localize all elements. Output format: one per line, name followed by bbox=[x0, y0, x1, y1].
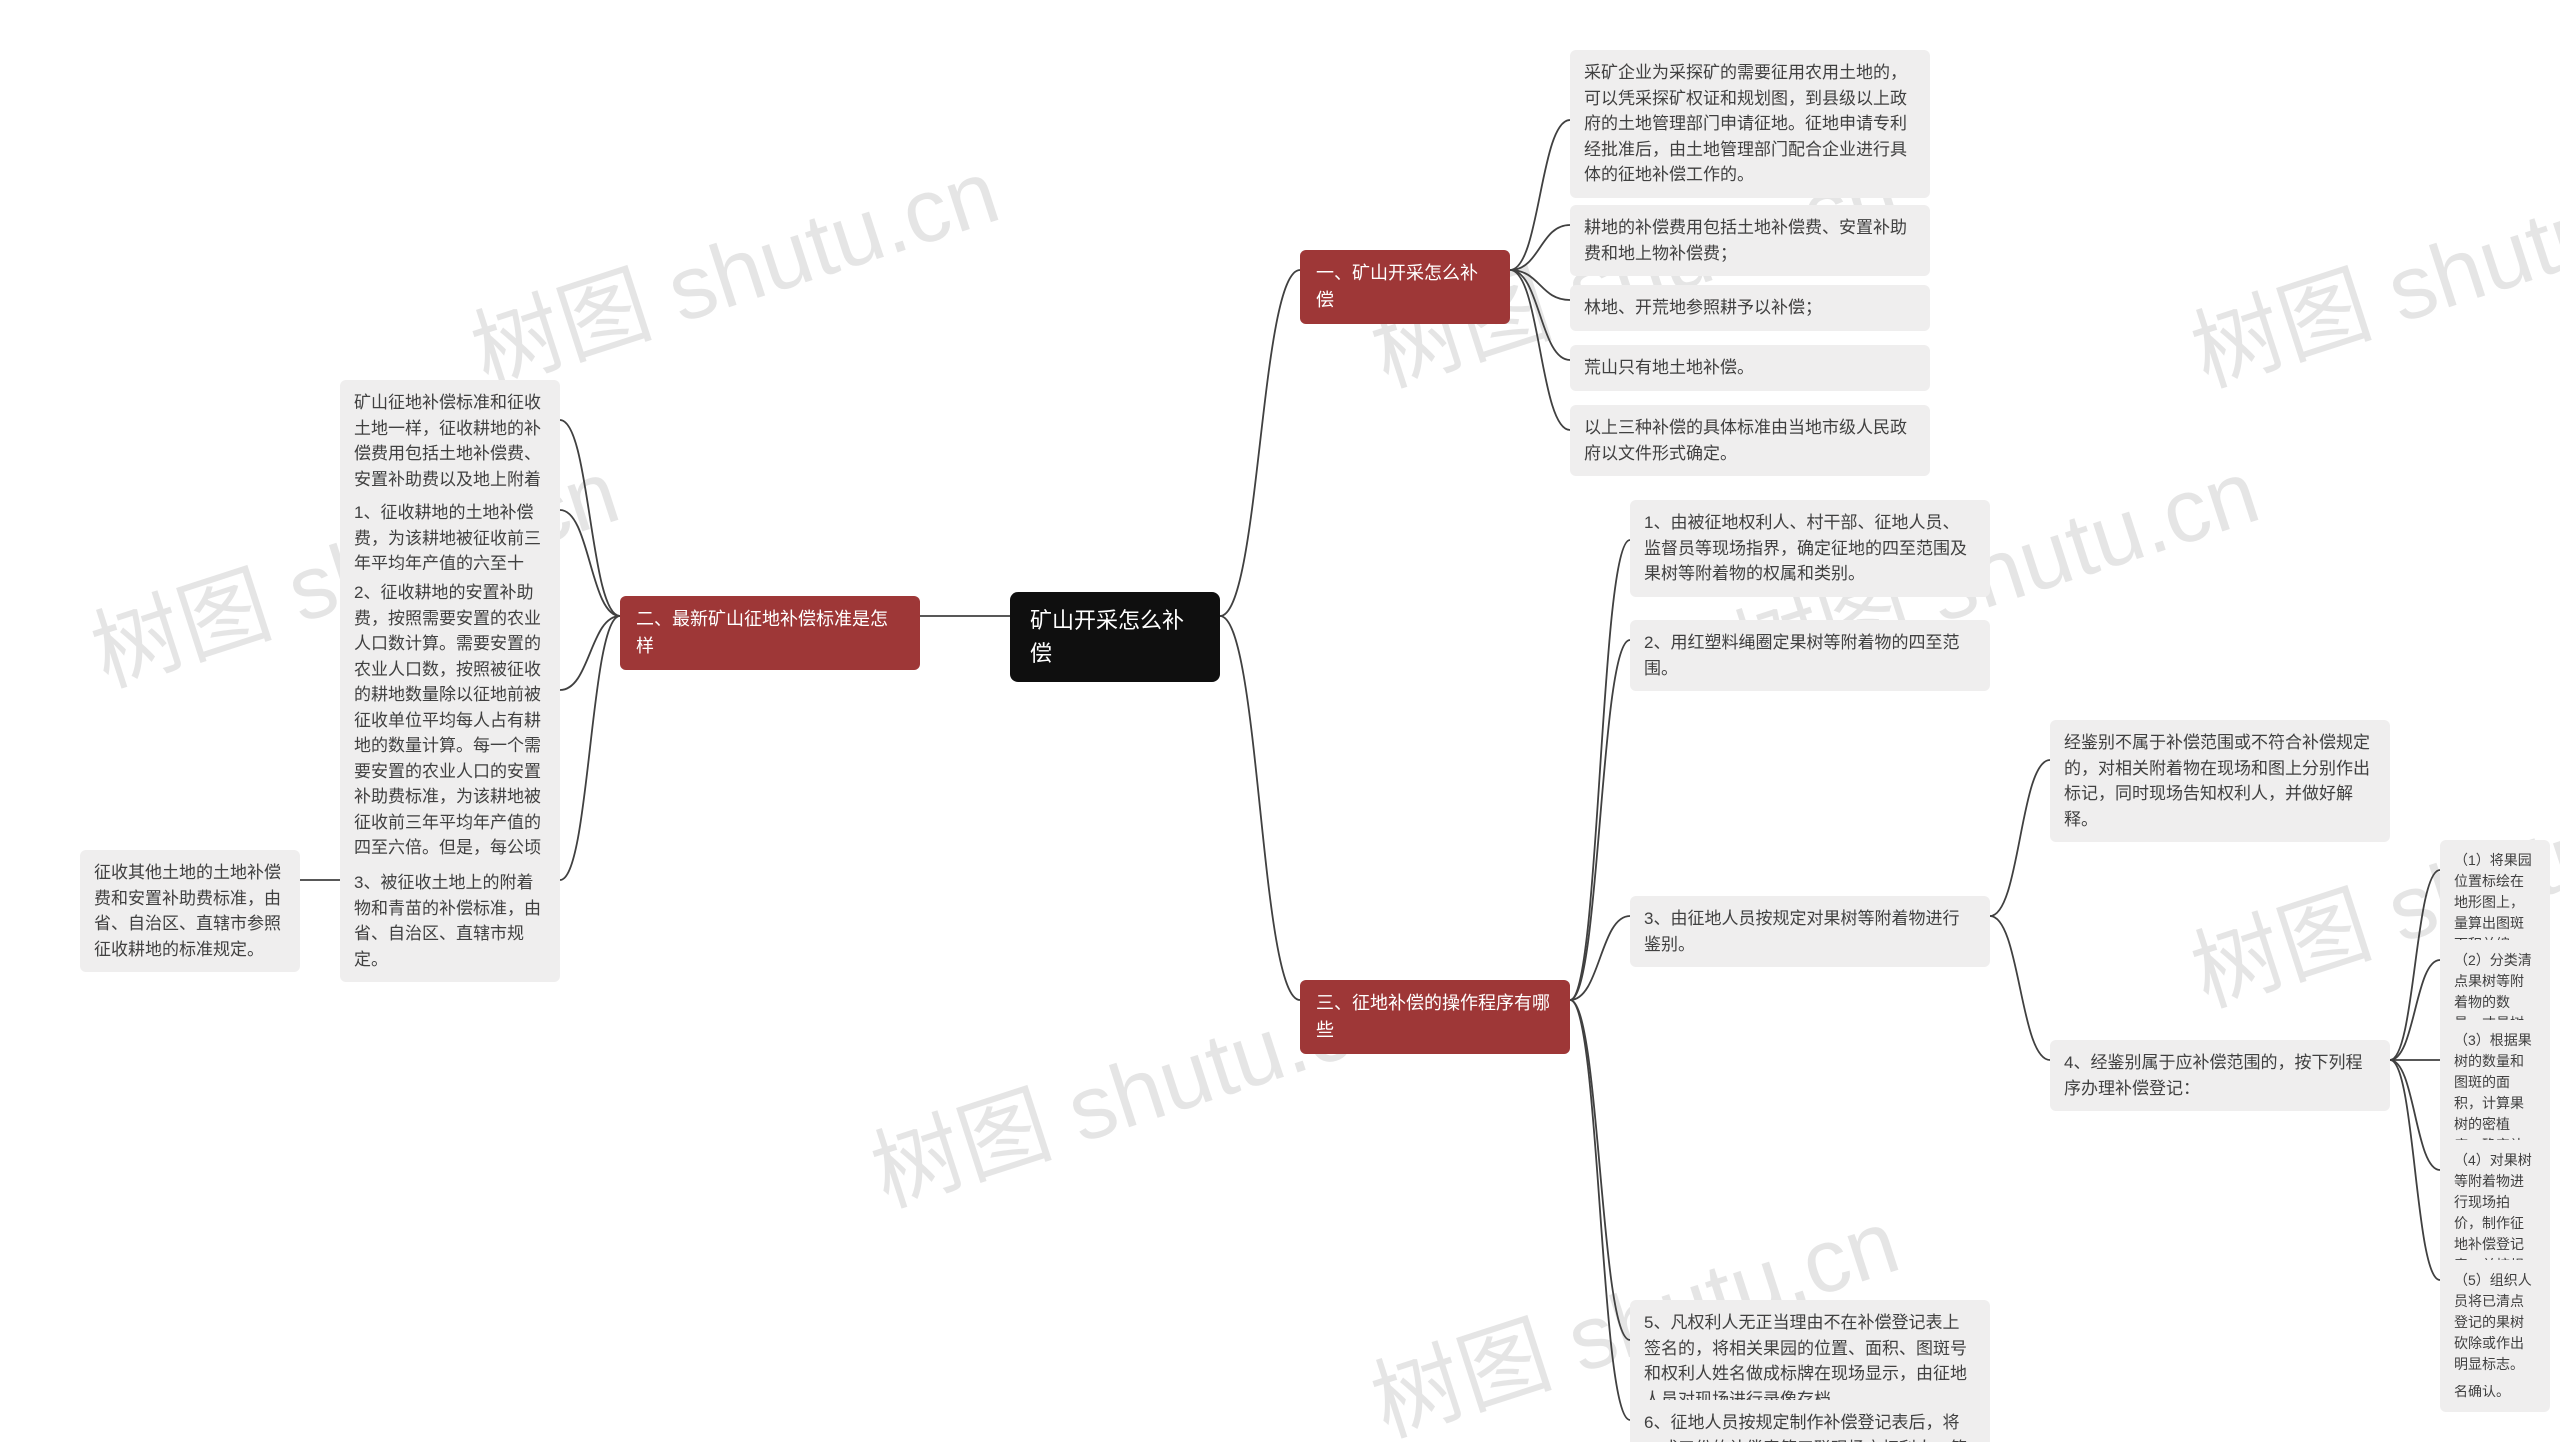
b1-leaf-3[interactable]: 林地、开荒地参照耕予以补偿； bbox=[1570, 285, 1930, 331]
watermark: 树图 shutu.cn bbox=[453, 119, 1012, 411]
root-node[interactable]: 矿山开采怎么补偿 bbox=[1010, 592, 1220, 682]
b3-leaf-3[interactable]: 3、由征地人员按规定对果树等附着物进行鉴别。 bbox=[1630, 896, 1990, 967]
b3-leaf-2[interactable]: 2、用红塑料绳圈定果树等附着物的四至范围。 bbox=[1630, 620, 1990, 691]
watermark: 树图 shutu.cn bbox=[2173, 119, 2560, 411]
b1-leaf-5[interactable]: 以上三种补偿的具体标准由当地市级人民政府以文件形式确定。 bbox=[1570, 405, 1930, 476]
b1-leaf-4[interactable]: 荒山只有地土地补偿。 bbox=[1570, 345, 1930, 391]
b2-leaf-4[interactable]: 3、被征收土地上的附着物和青苗的补偿标准，由省、自治区、直辖市规定。 bbox=[340, 860, 560, 982]
b3-d2-child-5[interactable]: （5）组织人员将已清点登记的果树砍除或作出明显标志。 bbox=[2440, 1260, 2550, 1385]
b1-leaf-1[interactable]: 采矿企业为采探矿的需要征用农用土地的，可以凭采探矿权证和规划图，到县级以上政府的… bbox=[1570, 50, 1930, 198]
b1-leaf-2[interactable]: 耕地的补偿费用包括土地补偿费、安置补助费和地上物补偿费； bbox=[1570, 205, 1930, 276]
b3-c3-child-1[interactable]: 经鉴别不属于补偿范围或不符合补偿规定的，对相关附着物在现场和图上分别作出标记，同… bbox=[2050, 720, 2390, 842]
b3-leaf-6[interactable]: 6、征地人员按规定制作补偿登记表后，将一式三份的补偿表第三联现场交权利人，第二联… bbox=[1630, 1400, 1990, 1442]
b3-c3-child-2[interactable]: 4、经鉴别属于应补偿范围的，按下列程序办理补偿登记： bbox=[2050, 1040, 2390, 1111]
branch-2[interactable]: 二、最新矿山征地补偿标准是怎样 bbox=[620, 596, 920, 670]
b2-leaf-4-child[interactable]: 征收其他土地的土地补偿费和安置补助费标准，由省、自治区、直辖市参照征收耕地的标准… bbox=[80, 850, 300, 972]
b3-leaf-1[interactable]: 1、由被征地权利人、村干部、征地人员、监督员等现场指界，确定征地的四至范围及果树… bbox=[1630, 500, 1990, 597]
branch-3[interactable]: 三、征地补偿的操作程序有哪些 bbox=[1300, 980, 1570, 1054]
mindmap-canvas: { "meta": { "type": "mindmap", "width": … bbox=[0, 0, 2560, 1442]
branch-1[interactable]: 一、矿山开采怎么补偿 bbox=[1300, 250, 1510, 324]
